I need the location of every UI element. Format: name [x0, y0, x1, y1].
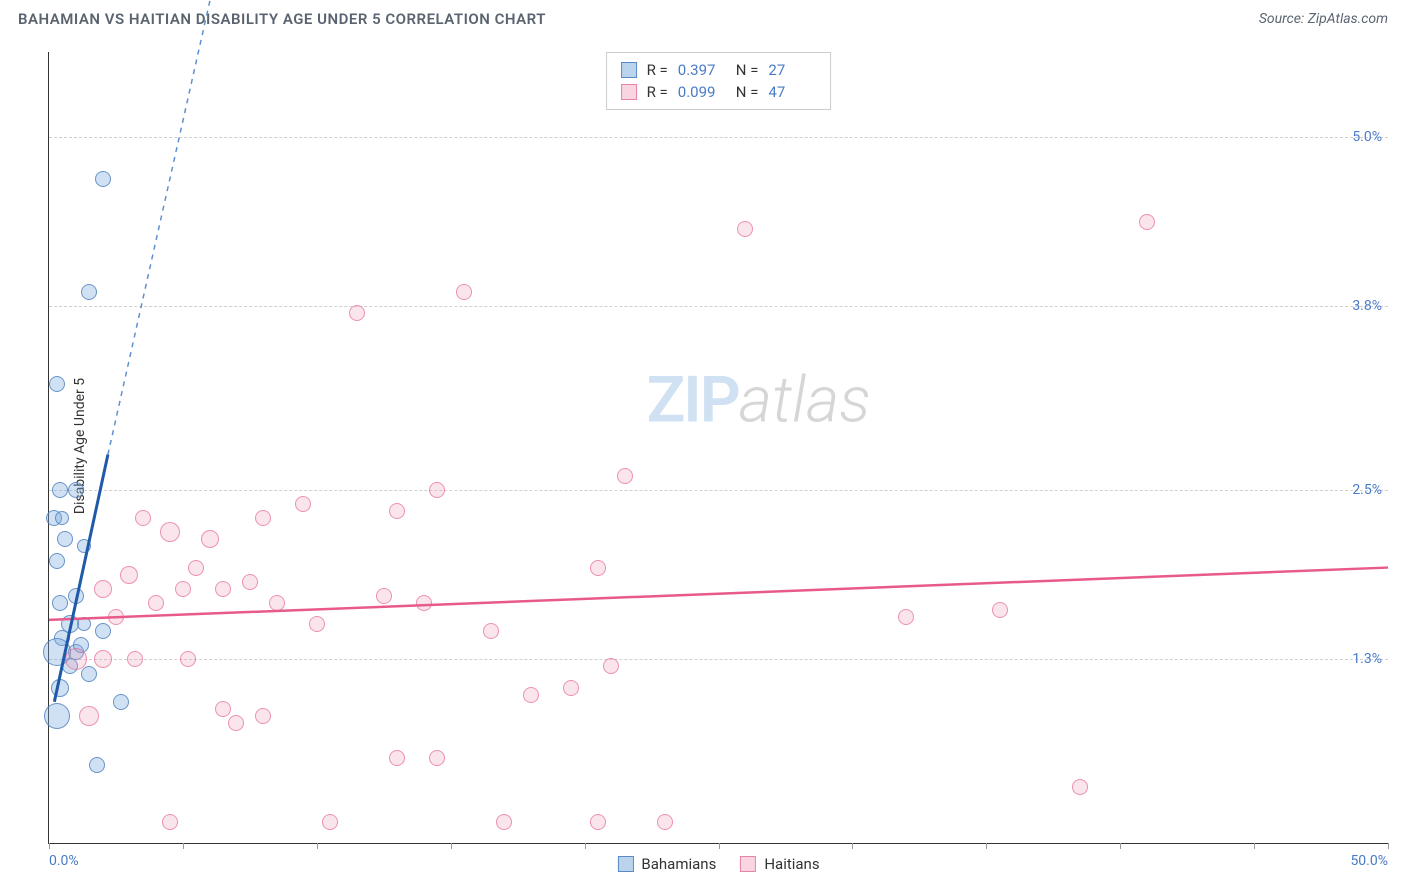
r-label: R =: [647, 61, 668, 79]
n-value-bahamians: 27: [768, 61, 816, 79]
x-tick: [49, 843, 50, 849]
r-label: R =: [647, 83, 668, 101]
legend-item-haitians: Haitians: [740, 855, 819, 873]
n-label: N =: [736, 61, 759, 79]
y-tick-label: 3.8%: [1352, 298, 1382, 314]
y-tick-label: 2.5%: [1352, 482, 1382, 498]
x-tick: [852, 843, 853, 849]
y-tick-label: 1.3%: [1352, 651, 1382, 667]
legend-label-bahamians: Bahamians: [641, 855, 716, 873]
legend-item-bahamians: Bahamians: [617, 855, 716, 873]
stats-row-bahamians: R = 0.397 N = 27: [621, 59, 817, 81]
chart-title: BAHAMIAN VS HAITIAN DISABILITY AGE UNDER…: [18, 10, 546, 28]
trend-lines: [49, 52, 1388, 843]
x-tick: [451, 843, 452, 849]
x-tick: [1388, 843, 1389, 849]
x-tick: [719, 843, 720, 849]
swatch-pink-icon: [740, 856, 756, 872]
x-tick: [1120, 843, 1121, 849]
scatter-chart: ZIPatlas R = 0.397 N = 27 R = 0.099 N = …: [48, 52, 1388, 844]
r-value-bahamians: 0.397: [678, 61, 726, 79]
x-tick: [183, 843, 184, 849]
source-label: Source: ZipAtlas.com: [1259, 11, 1388, 27]
legend-bottom: Bahamians Haitians: [617, 855, 819, 873]
x-tick: [986, 843, 987, 849]
stats-legend-box: R = 0.397 N = 27 R = 0.099 N = 47: [606, 52, 832, 110]
x-tick: [1254, 843, 1255, 849]
x-tick: [317, 843, 318, 849]
stats-row-haitians: R = 0.099 N = 47: [621, 81, 817, 103]
r-value-haitians: 0.099: [678, 83, 726, 101]
swatch-pink-icon: [621, 84, 637, 100]
n-label: N =: [736, 83, 759, 101]
x-tick-label: 0.0%: [49, 853, 79, 869]
swatch-blue-icon: [621, 62, 637, 78]
x-tick-label: 50.0%: [1350, 853, 1388, 869]
swatch-blue-icon: [617, 856, 633, 872]
y-tick-label: 5.0%: [1352, 129, 1382, 145]
n-value-haitians: 47: [768, 83, 816, 101]
x-tick: [585, 843, 586, 849]
legend-label-haitians: Haitians: [764, 855, 819, 873]
